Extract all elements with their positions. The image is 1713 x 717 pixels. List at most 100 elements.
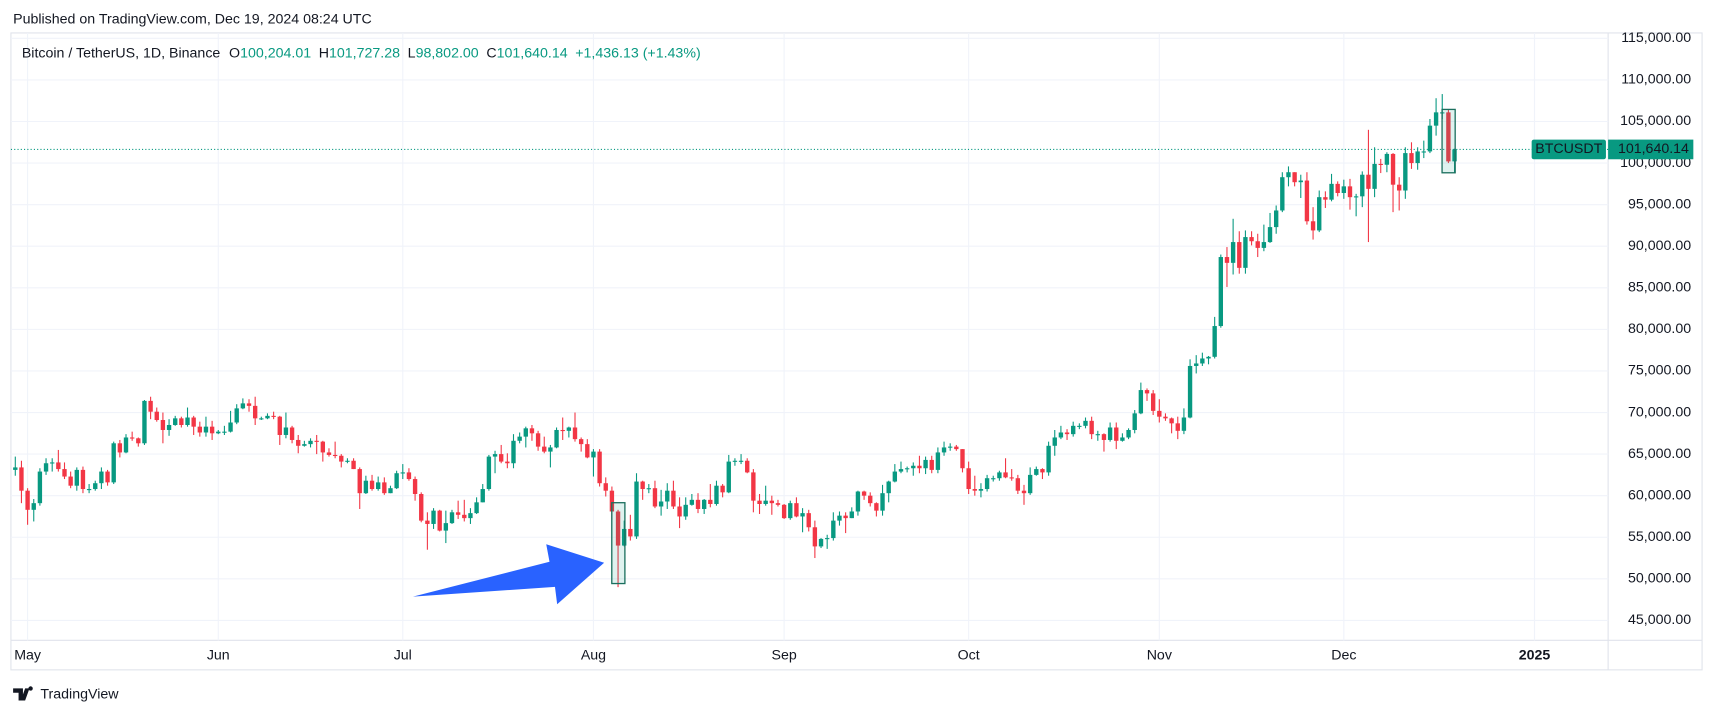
x-tick-label: Jun: [207, 647, 230, 663]
candle-body: [929, 459, 934, 470]
candle-body: [185, 417, 190, 425]
candle-body: [314, 440, 319, 442]
candle-body: [831, 520, 836, 539]
candle-body: [1347, 186, 1353, 198]
candle-body: [43, 463, 49, 472]
candle-body: [628, 528, 633, 537]
candle-body: [1415, 151, 1420, 164]
candle-body: [781, 504, 787, 519]
candle-body: [1446, 112, 1451, 162]
candle-body: [289, 427, 295, 440]
candle-body: [209, 426, 215, 434]
candle-body: [19, 467, 24, 491]
candle-body: [74, 469, 79, 486]
candle-body: [1064, 432, 1070, 435]
candle-body: [1366, 174, 1371, 189]
y-tick-label: 95,000.00: [1628, 196, 1691, 212]
candle-body: [566, 427, 572, 431]
candle-body: [861, 491, 867, 496]
candle-body: [468, 513, 473, 519]
candle-body: [542, 446, 547, 452]
candle-body: [948, 446, 953, 448]
candle-body: [966, 468, 971, 490]
candle-body: [1021, 490, 1027, 494]
candle-body: [578, 439, 584, 445]
x-tick-label: Jul: [394, 647, 412, 663]
candle-body: [1390, 153, 1396, 185]
candle-body: [375, 482, 381, 490]
candle-body: [400, 472, 405, 474]
candle-body: [517, 436, 522, 441]
candle-body: [50, 462, 55, 464]
candle-body: [419, 494, 424, 521]
candle-body: [1169, 418, 1174, 424]
candle-body: [1144, 390, 1150, 394]
candle-body: [302, 444, 307, 446]
candle-body: [388, 488, 393, 494]
candle-body: [597, 451, 602, 484]
grid: [10, 32, 1609, 641]
brand-name: TradingView: [40, 687, 119, 703]
candle-body: [511, 440, 516, 464]
candle-body: [1200, 358, 1205, 364]
candle-body: [1317, 197, 1322, 231]
candle-body: [689, 499, 695, 505]
candle-body: [738, 460, 744, 462]
candle-body: [763, 500, 768, 504]
candle-body: [1095, 434, 1100, 436]
candle-body: [326, 452, 332, 455]
candle-body: [622, 528, 627, 546]
candle-body: [843, 515, 848, 519]
candle-body: [708, 499, 713, 504]
candle-body: [677, 506, 682, 517]
candle-body: [775, 503, 781, 505]
candle-body: [136, 438, 141, 444]
candle-body: [455, 512, 461, 515]
candle-body: [652, 488, 658, 507]
candle-body: [1003, 472, 1008, 478]
candle-body: [1058, 432, 1064, 438]
x-tick-label: Oct: [958, 647, 980, 663]
candle-body: [357, 469, 362, 494]
highlight-box: [1441, 108, 1456, 174]
candle-body: [234, 408, 239, 423]
candle-body: [1255, 241, 1260, 248]
candle-body: [1040, 469, 1045, 473]
y-tick-label: 105,000.00: [1620, 113, 1691, 129]
candle-body: [1273, 210, 1279, 228]
candle-body: [499, 454, 504, 462]
candle-body: [898, 469, 904, 472]
candle-body: [1126, 429, 1131, 438]
candle-body: [25, 490, 30, 510]
candle-body: [462, 514, 467, 519]
candle-body: [824, 538, 830, 540]
candle-body: [1163, 416, 1168, 419]
candle-body: [1132, 413, 1137, 430]
candle-body: [13, 467, 18, 470]
candle-body: [142, 400, 147, 444]
candle-body: [271, 415, 276, 417]
candle-body: [745, 460, 750, 473]
candle-body: [1286, 172, 1291, 178]
candle-body: [683, 504, 688, 517]
candle-body: [1218, 257, 1224, 327]
y-tick-label: 70,000.00: [1628, 404, 1691, 420]
candle-body: [529, 428, 535, 434]
candle-body: [449, 512, 455, 524]
candle-body: [609, 490, 615, 512]
candle-body: [1304, 180, 1310, 222]
y-tick-label: 85,000.00: [1628, 280, 1691, 296]
candle-body: [615, 511, 621, 546]
candle-body: [720, 485, 725, 493]
candle-body: [1421, 151, 1426, 153]
candle-body: [492, 454, 498, 457]
candle-body: [62, 469, 67, 477]
candle-body: [1083, 420, 1088, 426]
candle-body: [1077, 425, 1082, 427]
candle-body: [363, 480, 369, 494]
candle-body: [714, 485, 719, 504]
candle-body: [1194, 363, 1199, 366]
candle-body: [1243, 237, 1248, 268]
candle-body: [160, 420, 166, 430]
